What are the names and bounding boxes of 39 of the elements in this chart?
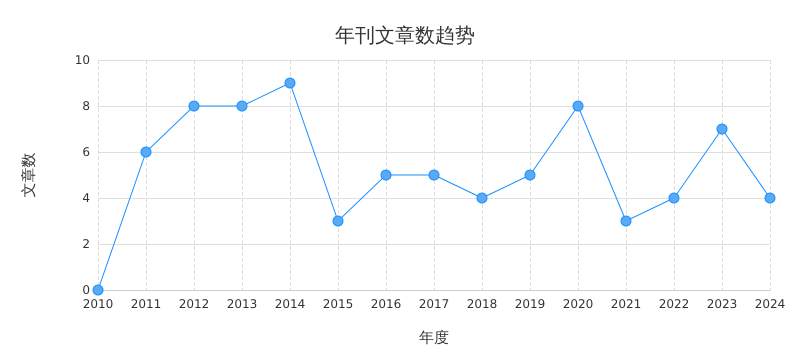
x-tick-label: 2017 xyxy=(418,297,450,311)
point xyxy=(428,170,440,180)
x-tick-label: 2013 xyxy=(226,297,258,311)
point xyxy=(284,78,296,88)
point xyxy=(188,100,200,112)
x-tick-label: 2023 xyxy=(706,297,738,311)
x-axis-title: 年度 xyxy=(419,328,449,346)
x-tick-label: 2019 xyxy=(514,297,546,311)
x-tick-label: 2016 xyxy=(370,297,402,311)
y-axis-title: 文章数 xyxy=(20,152,38,198)
x-tick-label: 2012 xyxy=(178,297,210,311)
point xyxy=(476,192,488,204)
point xyxy=(620,216,632,226)
x-tick-label: 2018 xyxy=(466,297,498,311)
y-tick-label: 4 xyxy=(82,191,90,205)
point xyxy=(764,192,776,204)
x-tick-label: 2021 xyxy=(610,297,642,311)
x-tick-label: 2020 xyxy=(562,297,594,311)
point xyxy=(524,170,536,180)
point xyxy=(572,100,584,112)
y-tick-label: 6 xyxy=(82,145,90,159)
point xyxy=(716,124,728,134)
y-tick-label: 0 xyxy=(82,283,90,297)
x-tick-label: 2011 xyxy=(130,297,162,311)
x-tick-label: 2022 xyxy=(658,297,690,311)
point xyxy=(668,192,680,204)
x-tick-label: 2010 xyxy=(82,297,114,311)
chart-title: 年刊文章数趋势 xyxy=(335,23,475,47)
point xyxy=(332,216,344,226)
x-tick-label: 2014 xyxy=(274,297,306,311)
y-tick-label: 10 xyxy=(74,53,90,67)
x-tick-label: 2015 xyxy=(322,297,354,311)
x-tick-label: 2024 xyxy=(754,297,786,311)
y-tick-label: 2 xyxy=(82,237,90,251)
y-tick-label: 8 xyxy=(82,99,90,113)
point xyxy=(236,100,248,112)
point xyxy=(140,146,152,158)
point xyxy=(380,170,392,180)
point xyxy=(92,284,104,296)
